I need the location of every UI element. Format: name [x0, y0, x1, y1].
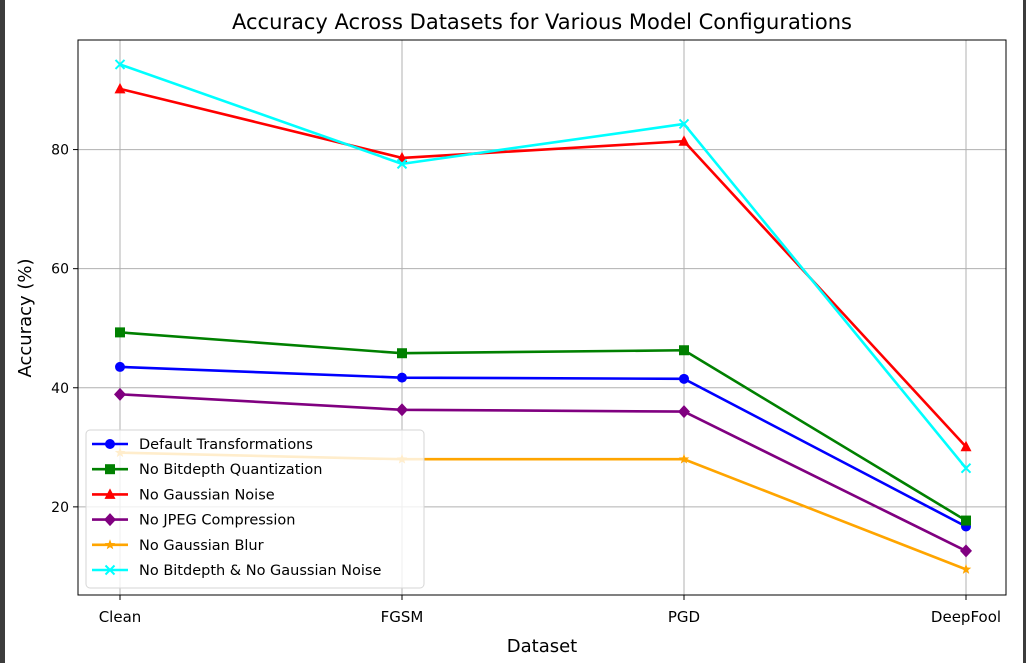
data-point — [679, 373, 689, 384]
data-point — [678, 453, 690, 464]
x-axis-label: Dataset — [507, 636, 578, 657]
legend-label: No JPEG Compression — [139, 513, 295, 529]
legend-marker — [104, 564, 116, 576]
data-point — [960, 462, 972, 474]
legend-item: No Bitdepth & No Gaussian Noise — [92, 563, 381, 579]
legend-marker — [105, 439, 115, 449]
data-point — [960, 544, 972, 558]
data-point — [961, 515, 971, 526]
data-point — [114, 59, 126, 70]
series-5 — [114, 59, 972, 474]
legend-label: No Gaussian Blur — [139, 538, 264, 554]
grid — [78, 40, 1006, 595]
data-point — [396, 158, 408, 170]
data-point — [678, 135, 690, 146]
x-tick-label: Clean — [99, 608, 142, 626]
data-point — [397, 348, 407, 359]
data-point — [678, 118, 690, 130]
series-line — [119, 365, 967, 528]
plot-area-border — [77, 39, 1007, 596]
legend: Default Transformations No Bitdepth Quant… — [85, 429, 425, 589]
series-0 — [115, 361, 971, 532]
data-point — [960, 563, 972, 574]
data-point — [397, 372, 407, 383]
data-point — [114, 82, 126, 94]
legend-box — [85, 429, 425, 589]
y-tick-label: 80 — [51, 143, 69, 159]
legend-label: No Bitdepth Quantization — [139, 462, 322, 478]
legend-item: No Gaussian Noise — [92, 487, 275, 503]
data-point — [678, 405, 690, 419]
legend-item: No Bitdepth Quantization — [92, 462, 322, 478]
data-point — [679, 345, 689, 356]
legend-label: No Bitdepth & No Gaussian Noise — [139, 563, 381, 579]
x-tick-label: PGD — [668, 608, 700, 626]
data-point — [960, 440, 972, 452]
legend-marker — [104, 513, 116, 527]
legend-label: Default Transformations — [139, 437, 313, 453]
data-point — [115, 361, 125, 372]
series-2 — [114, 82, 972, 452]
series-1 — [115, 327, 971, 526]
series-layer — [114, 59, 972, 574]
legend-item: No Gaussian Blur — [92, 538, 264, 554]
window-border-right — [1023, 0, 1026, 663]
series-line — [119, 331, 967, 522]
series-3 — [114, 387, 972, 558]
y-tick-label: 40 — [51, 381, 69, 397]
legend-marker — [104, 539, 116, 550]
x-tick-label: DeepFool — [931, 608, 1001, 626]
series-line — [119, 393, 967, 553]
data-point — [114, 387, 126, 401]
y-tick-label: 60 — [51, 262, 69, 278]
y-tick-label: 20 — [51, 500, 69, 516]
legend-item: Default Transformations — [92, 437, 313, 453]
x-axis: Clean FGSM PGD DeepFool — [99, 595, 1001, 626]
series-line — [119, 63, 968, 469]
series-line — [119, 87, 967, 448]
y-axis-label: Accuracy (%) — [15, 258, 36, 377]
data-point — [115, 327, 125, 338]
legend-marker — [104, 488, 116, 499]
data-point — [396, 403, 408, 417]
y-axis: 20 40 60 80 — [51, 143, 78, 516]
legend-label: No Gaussian Noise — [139, 487, 275, 503]
chart-title: Accuracy Across Datasets for Various Mod… — [232, 10, 852, 34]
legend-marker — [105, 464, 115, 475]
legend-item: No JPEG Compression — [92, 513, 295, 529]
window-border-left — [0, 0, 5, 663]
x-tick-label: FGSM — [381, 608, 424, 626]
